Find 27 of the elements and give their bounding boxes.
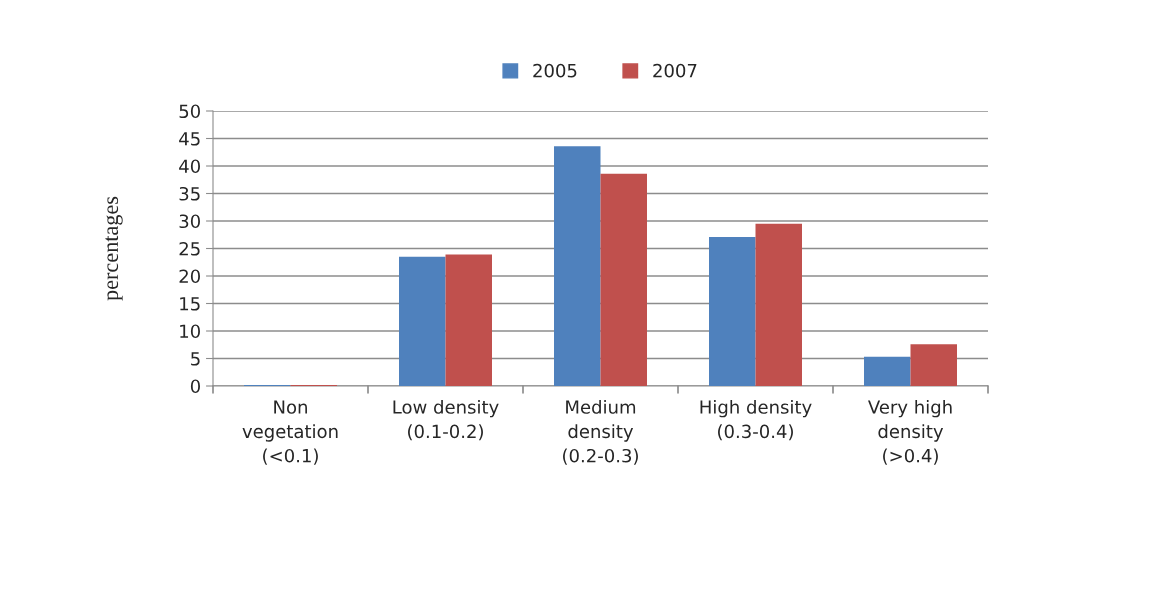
- bar: [864, 356, 911, 386]
- x-tick-label: Very high density (>0.4): [868, 399, 952, 465]
- bar: [554, 146, 601, 386]
- bar: [399, 256, 446, 386]
- y-tick-label: 0: [190, 379, 200, 394]
- legend-label: 2005: [533, 63, 577, 78]
- x-tick-label: Low density (0.1-0.2): [393, 399, 499, 441]
- bar: [709, 236, 756, 386]
- y-tick-label: 5: [191, 352, 200, 366]
- y-tick-label: 30: [179, 214, 200, 229]
- x-tick-label: Non vegetation (<0.1): [242, 400, 338, 465]
- y-tick-label: 50: [179, 104, 200, 119]
- y-tick-label: 25: [179, 241, 200, 256]
- x-tick-label: Medium density (0.2-0.3): [563, 399, 638, 465]
- y-axis-title: percentages: [105, 196, 123, 301]
- legend-label: 2007: [653, 63, 697, 78]
- y-tick-label: 10: [180, 324, 200, 339]
- y-tick-label: 15: [180, 297, 200, 311]
- x-tick-label: High density (0.3-0.4): [700, 399, 812, 441]
- bar: [755, 223, 802, 386]
- bar: [910, 344, 957, 386]
- bar: [445, 254, 492, 386]
- y-tick-label: 35: [179, 186, 200, 201]
- y-tick-label: 45: [179, 132, 200, 146]
- bar: [600, 173, 647, 386]
- y-tick-label: 40: [179, 159, 200, 174]
- y-tick-label: 20: [179, 269, 200, 284]
